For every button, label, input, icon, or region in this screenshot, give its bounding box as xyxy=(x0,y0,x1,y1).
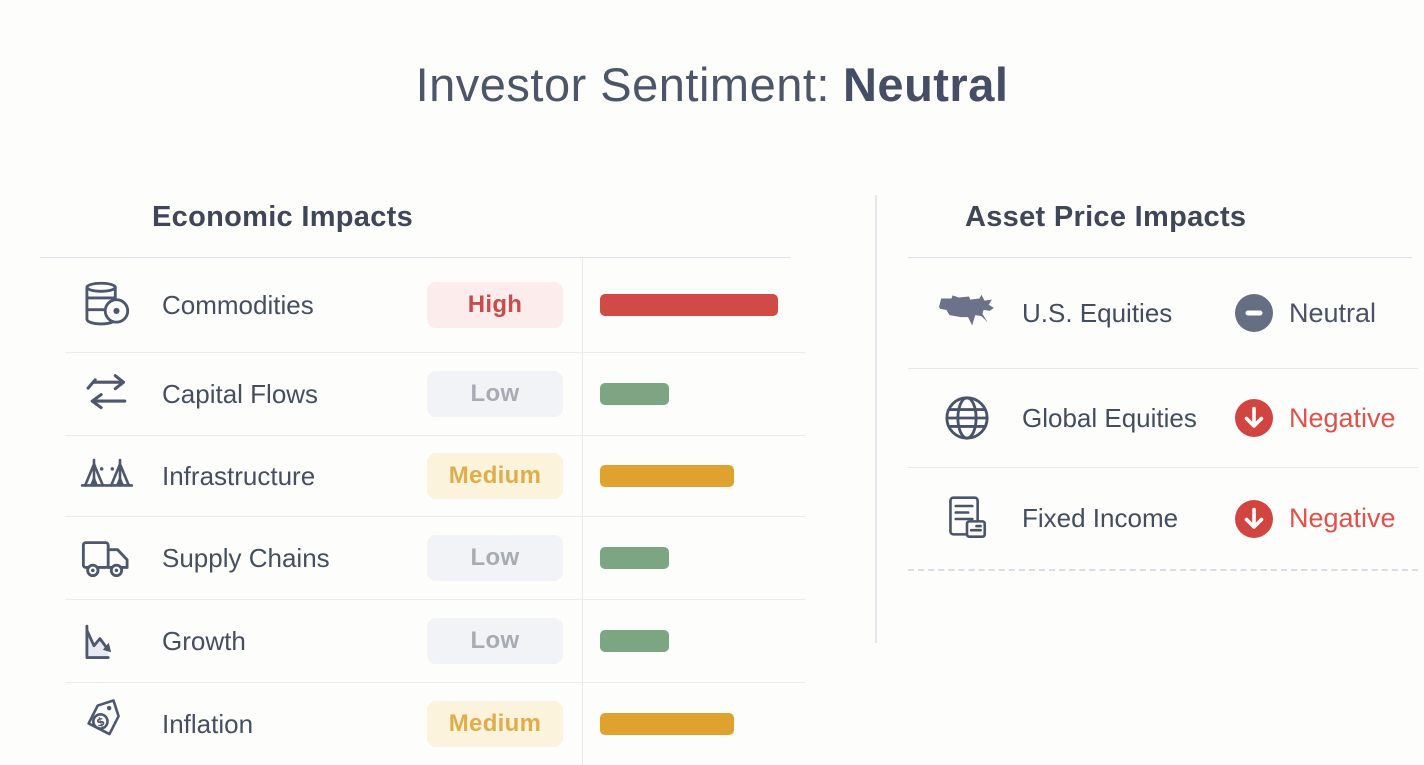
impact-label: Commodities xyxy=(162,289,314,320)
asset-status-text: Negative xyxy=(1289,402,1396,433)
table-row-capital-flows: Capital Flows Low xyxy=(65,353,805,436)
table-row-infrastructure: Infrastructure Medium xyxy=(65,436,805,517)
table-row-global-equities: Global Equities Negative xyxy=(908,369,1418,468)
impact-level-badge: Medium xyxy=(427,701,563,747)
asset-status: Negative xyxy=(1235,399,1396,437)
badge-bar-column-divider xyxy=(582,258,583,765)
oil-barrel-icon xyxy=(78,279,136,331)
us-map-icon xyxy=(936,287,998,339)
impact-bar xyxy=(600,630,669,652)
impact-label: Infrastructure xyxy=(162,460,316,491)
impact-bar xyxy=(600,383,669,405)
impact-label: Growth xyxy=(162,625,246,656)
impact-level-badge: Medium xyxy=(427,453,563,499)
impact-level-badge: Low xyxy=(427,371,563,417)
economic-impacts-table: Commodities High Capital Flows Low xyxy=(65,258,805,765)
page-title-emphasis: Neutral xyxy=(842,58,1009,112)
asset-price-impacts-table: U.S. Equities Neutral Global Equities xyxy=(908,258,1418,571)
asset-status-text: Negative xyxy=(1289,503,1396,533)
impact-level-badge: Low xyxy=(427,618,563,664)
minus-icon xyxy=(1235,294,1273,332)
price-tag-icon: $ xyxy=(78,698,136,750)
section-divider xyxy=(875,195,877,643)
svg-text:$: $ xyxy=(94,714,106,730)
asset-label: Global Equities xyxy=(1022,402,1197,433)
economic-impacts-heading: Economic Impacts xyxy=(152,201,414,233)
page-title: Investor Sentiment: Neutral xyxy=(0,57,1424,112)
impact-label: Supply Chains xyxy=(162,542,330,573)
asset-price-impacts-heading-rule xyxy=(908,257,1412,258)
bridge-icon xyxy=(78,450,136,502)
asset-status: Neutral xyxy=(1235,294,1376,332)
exchange-arrows-icon xyxy=(78,368,136,420)
economic-impacts-heading-rule xyxy=(40,257,790,258)
impact-bar xyxy=(600,294,778,316)
impact-bar xyxy=(600,465,734,487)
delivery-truck-icon xyxy=(78,532,136,584)
impact-level-badge: Low xyxy=(427,535,563,581)
asset-price-impacts-heading: Asset Price Impacts xyxy=(965,201,1247,233)
impact-label: Inflation xyxy=(162,708,254,739)
asset-status: Negative xyxy=(1235,499,1396,538)
table-row-inflation: $ Inflation Medium xyxy=(65,683,805,765)
impact-level-badge: High xyxy=(427,282,563,328)
down-arrow-icon xyxy=(1235,499,1273,538)
bond-document-icon xyxy=(936,493,998,545)
globe-icon xyxy=(936,392,998,444)
down-arrow-icon xyxy=(1235,399,1273,437)
asset-status-text: Neutral xyxy=(1289,297,1377,328)
table-row-supply-chains: Supply Chains Low xyxy=(65,517,805,600)
impact-bar xyxy=(600,547,669,569)
table-row-fixed-income: Fixed Income Negative xyxy=(908,468,1418,571)
table-row-growth: Growth Low xyxy=(65,600,805,683)
page-title-prefix: Investor Sentiment: xyxy=(415,58,830,112)
asset-label: U.S. Equities xyxy=(1022,297,1173,328)
impact-label: Capital Flows xyxy=(162,378,319,409)
table-row-commodities: Commodities High xyxy=(65,258,805,353)
declining-chart-icon xyxy=(78,615,136,667)
impact-bar xyxy=(600,713,734,735)
table-row-us-equities: U.S. Equities Neutral xyxy=(908,258,1418,369)
asset-label: Fixed Income xyxy=(1022,503,1179,533)
